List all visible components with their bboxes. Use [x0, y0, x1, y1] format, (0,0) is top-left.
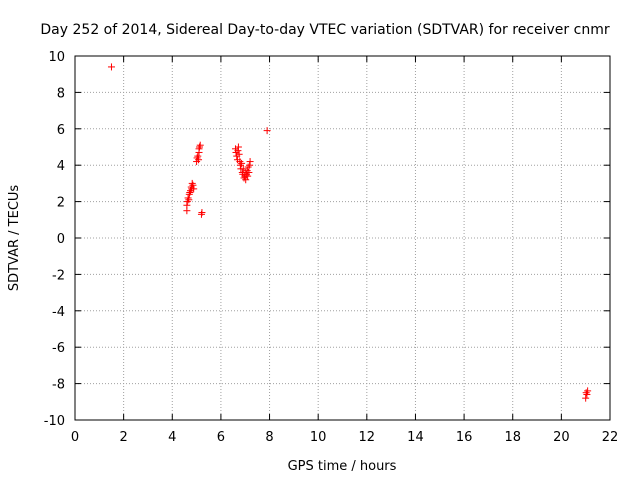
y-tick-label: -10	[44, 414, 65, 429]
x-tick-label: 4	[168, 430, 176, 445]
x-tick-label: 22	[602, 430, 619, 445]
data-point	[245, 168, 253, 176]
x-tick-label: 20	[553, 430, 570, 445]
x-tick-label: 18	[504, 430, 521, 445]
data-point	[235, 150, 243, 158]
x-tick-label: 0	[71, 430, 79, 445]
x-axis-label: GPS time / hours	[288, 459, 397, 474]
data-point	[582, 389, 590, 397]
y-tick-label: -4	[52, 305, 65, 320]
data-point	[242, 176, 250, 184]
data-point	[195, 156, 203, 164]
plot-frame	[74, 55, 611, 421]
data-point	[583, 391, 591, 399]
data-point	[195, 145, 203, 153]
y-tick-label: 10	[48, 50, 65, 65]
data-point	[194, 152, 202, 160]
chart-title: Day 252 of 2014, Sidereal Day-to-day VTE…	[40, 22, 609, 38]
data-point	[244, 172, 252, 180]
data-point	[183, 198, 191, 206]
data-point	[189, 181, 197, 189]
x-tick-label: 12	[359, 430, 376, 445]
data-point	[239, 165, 247, 173]
y-tick-label: 2	[57, 196, 65, 211]
data-point	[184, 194, 192, 202]
data-point	[238, 159, 246, 167]
x-tick-label: 16	[456, 430, 473, 445]
x-tick-label: 8	[265, 430, 273, 445]
y-tick-label: 8	[57, 86, 65, 101]
x-tick-label: 14	[407, 430, 424, 445]
data-point	[196, 141, 204, 149]
data-point	[198, 209, 206, 217]
data-point	[190, 185, 198, 193]
data-point	[107, 63, 115, 71]
y-tick-label: -2	[52, 268, 65, 283]
data-point	[584, 387, 592, 395]
y-axis-label: SDTVAR / TECUs	[7, 185, 22, 292]
y-tick-label: 0	[57, 232, 65, 247]
grid-lines	[75, 56, 610, 420]
data-point	[188, 179, 196, 187]
x-tick-label: 6	[217, 430, 225, 445]
y-tick-label: -8	[52, 378, 65, 393]
data-point	[263, 127, 271, 135]
y-tick-label: 6	[57, 123, 65, 138]
x-tick-label: 2	[119, 430, 127, 445]
y-tick-label: -6	[52, 341, 65, 356]
data-point	[234, 143, 242, 151]
data-points	[107, 63, 592, 402]
data-point	[244, 163, 252, 171]
data-point	[240, 174, 248, 182]
data-point	[187, 187, 195, 195]
y-tick-label: 4	[57, 159, 65, 174]
data-point	[193, 154, 201, 162]
x-axis-ticks: 0 2 4 6 8 10 12 14 16 18 20 22	[71, 56, 618, 445]
data-point	[246, 158, 254, 166]
y-axis-ticks: -10 -8 -6 -4 -2 0 2 4 6 8 10	[44, 50, 610, 429]
data-point	[186, 189, 194, 196]
x-tick-label: 10	[310, 430, 327, 445]
